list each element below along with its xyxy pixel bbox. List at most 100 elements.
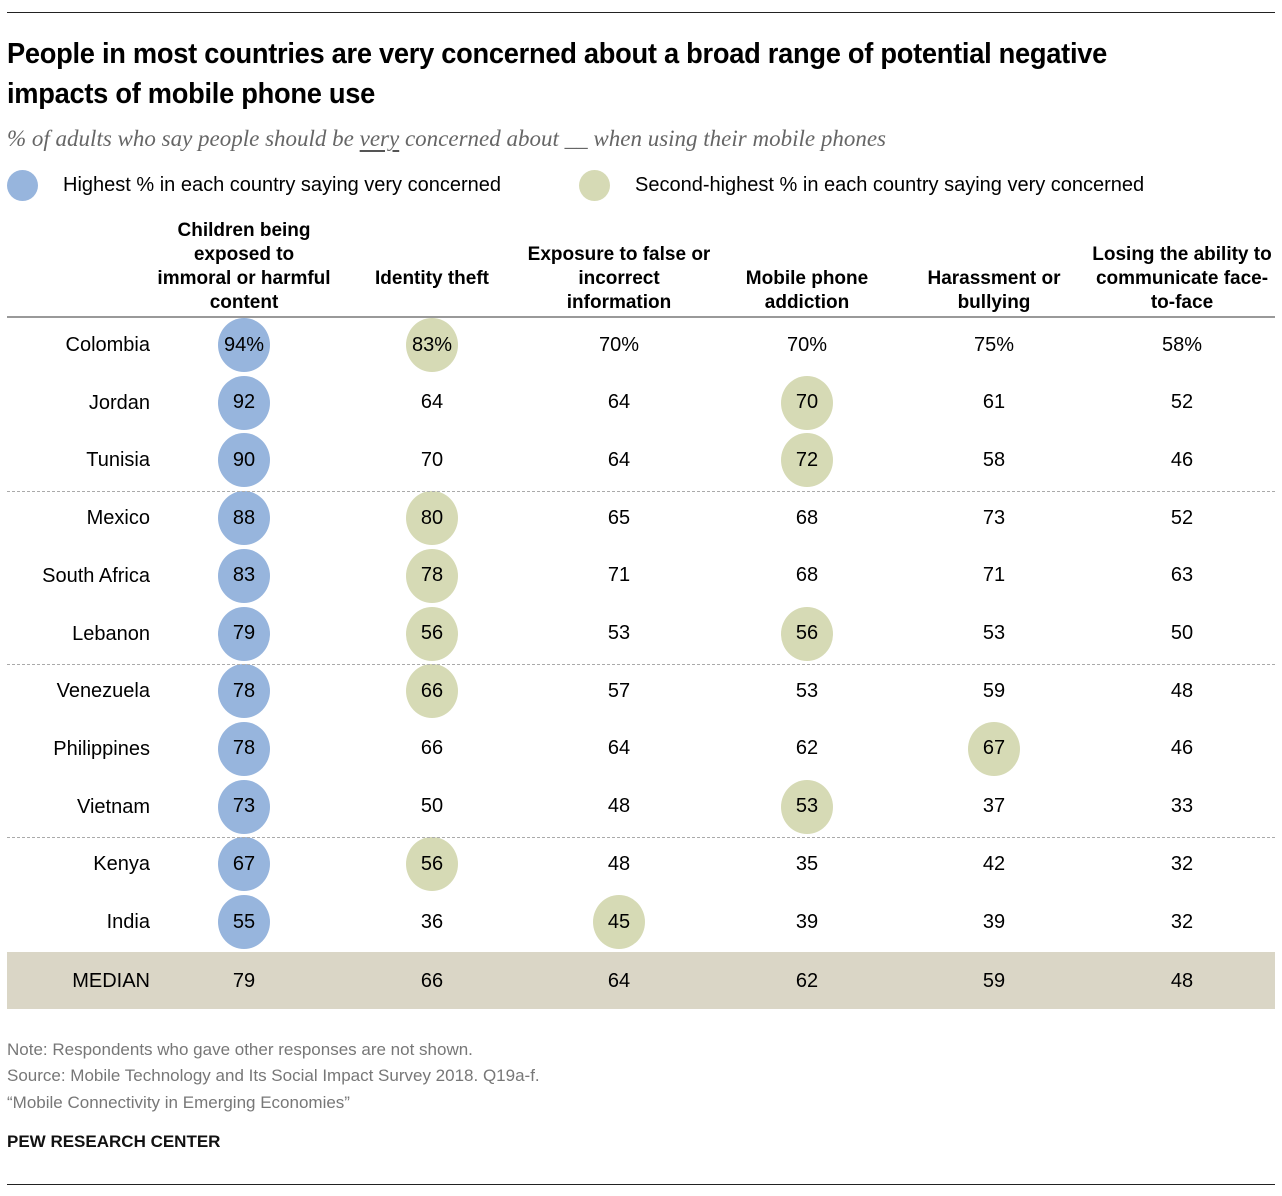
- value-label: 53: [982, 622, 1006, 644]
- value-label: 90: [232, 448, 256, 471]
- value-label: 66: [420, 737, 444, 760]
- country-label: South Africa: [42, 564, 150, 587]
- value-label: 56: [420, 622, 444, 644]
- value-label: 33: [1170, 795, 1194, 818]
- chart-subtitle: % of adults who say people should be ver…: [7, 126, 886, 152]
- second-highest-bubble: [406, 318, 458, 372]
- value-label: 57: [607, 679, 631, 702]
- value-cell: 50: [1132, 605, 1232, 663]
- country-label: Mexico: [86, 507, 150, 530]
- value-cell: 56: [757, 605, 857, 663]
- value-label: 56: [795, 622, 819, 644]
- value-cell: 66: [382, 720, 482, 778]
- value-label: 32: [1170, 910, 1194, 933]
- country-label: Colombia: [65, 334, 150, 356]
- value-label: 63: [1170, 564, 1194, 587]
- value-cell: 32: [1132, 893, 1232, 951]
- median-value: 59: [982, 969, 1006, 992]
- value-label: 71: [607, 564, 631, 587]
- value-cell: 48: [569, 835, 669, 893]
- legend-item-highest: Highest % in each country saying very co…: [7, 169, 502, 201]
- value-cell: 83%: [382, 316, 482, 374]
- value-label: 70: [420, 448, 444, 471]
- value-label: 53: [795, 795, 819, 818]
- value-label: 72: [795, 448, 819, 471]
- country-label: Kenya: [93, 853, 150, 876]
- median-row: MEDIAN 79 66 64 62 59 48: [0, 952, 1282, 1010]
- value-label: 53: [607, 622, 631, 644]
- source-text: Source: Mobile Technology and Its Social…: [7, 1066, 540, 1085]
- value-cell: 78: [382, 547, 482, 605]
- table-row: India 55 36 45 39 39 32: [0, 893, 1282, 951]
- bottom-rule: [7, 1184, 1275, 1185]
- note-text: Note: Respondents who gave other respons…: [7, 1040, 473, 1059]
- value-label: 61: [982, 391, 1006, 414]
- median-label: MEDIAN: [72, 970, 150, 992]
- value-label: 64: [420, 391, 444, 414]
- value-label: 65: [607, 506, 631, 529]
- country-label: Tunisia: [86, 449, 150, 472]
- value-cell: 52: [1132, 489, 1232, 547]
- second-highest-bubble: [406, 664, 458, 719]
- value-label: 52: [1170, 506, 1194, 529]
- value-label: 83: [232, 564, 256, 587]
- value-label: 48: [607, 795, 631, 818]
- value-cell: 68: [757, 489, 857, 547]
- value-label: 64: [607, 391, 631, 414]
- value-cell: 56: [382, 605, 482, 663]
- value-cell: 78: [194, 720, 294, 778]
- value-cell: 83: [194, 547, 294, 605]
- highest-bubble: [218, 895, 270, 949]
- value-cell: 58: [944, 431, 1044, 489]
- table-row: Tunisia 90 70 64 72 58 46: [0, 431, 1282, 489]
- value-label: 39: [795, 910, 819, 933]
- value-cell: 68: [757, 547, 857, 605]
- highest-bubble: [218, 837, 270, 892]
- value-label: 56: [420, 852, 444, 875]
- median-value: 79: [232, 969, 256, 992]
- group-divider: [7, 837, 1275, 838]
- value-label: 79: [232, 622, 256, 644]
- highest-bubble: [218, 721, 270, 776]
- value-cell: 53: [757, 662, 857, 720]
- value-cell: 52: [1132, 374, 1232, 432]
- column-header: Harassment or bullying: [927, 268, 1061, 313]
- value-label: 70%: [786, 333, 828, 356]
- median-value: 62: [795, 969, 819, 992]
- value-label: 78: [232, 737, 256, 760]
- value-label: 88: [232, 506, 256, 529]
- value-cell: 67: [944, 720, 1044, 778]
- header-rule: [7, 316, 1275, 318]
- table-row: Lebanon 79 56 53 56 53 50: [0, 605, 1282, 663]
- highest-bubble: [218, 433, 270, 488]
- value-cell: 59: [944, 662, 1044, 720]
- value-cell: 64: [569, 374, 669, 432]
- value-cell: 53: [944, 605, 1044, 663]
- second-highest-bubble: [781, 433, 833, 488]
- value-label: 37: [982, 795, 1006, 818]
- value-cell: 50: [382, 778, 482, 836]
- table-row: Colombia 94% 83% 70% 70% 75% 58%: [0, 316, 1282, 374]
- value-cell: 62: [757, 720, 857, 778]
- legend-item-second-highest: Second-highest % in each country saying …: [579, 169, 1144, 201]
- value-cell: 64: [569, 720, 669, 778]
- median-value: 48: [1170, 969, 1194, 992]
- value-label: 50: [1170, 622, 1194, 644]
- value-label: 39: [982, 910, 1006, 933]
- value-label: 46: [1170, 737, 1194, 760]
- value-cell: 72: [757, 431, 857, 489]
- table-row: Venezuela 78 66 57 53 59 48: [0, 662, 1282, 720]
- country-label: India: [106, 911, 150, 933]
- second-highest-bubble: [781, 606, 833, 661]
- value-cell: 73: [944, 489, 1044, 547]
- value-cell: 80: [382, 489, 482, 547]
- value-label: 48: [607, 852, 631, 875]
- value-cell: 64: [382, 374, 482, 432]
- country-label: Venezuela: [56, 680, 150, 703]
- legend-label-highest: Highest % in each country saying very co…: [63, 173, 502, 196]
- value-label: 73: [982, 506, 1006, 529]
- value-cell: 33: [1132, 778, 1232, 836]
- value-cell: 46: [1132, 720, 1232, 778]
- highest-bubble: [218, 318, 270, 372]
- value-cell: 94%: [194, 316, 294, 374]
